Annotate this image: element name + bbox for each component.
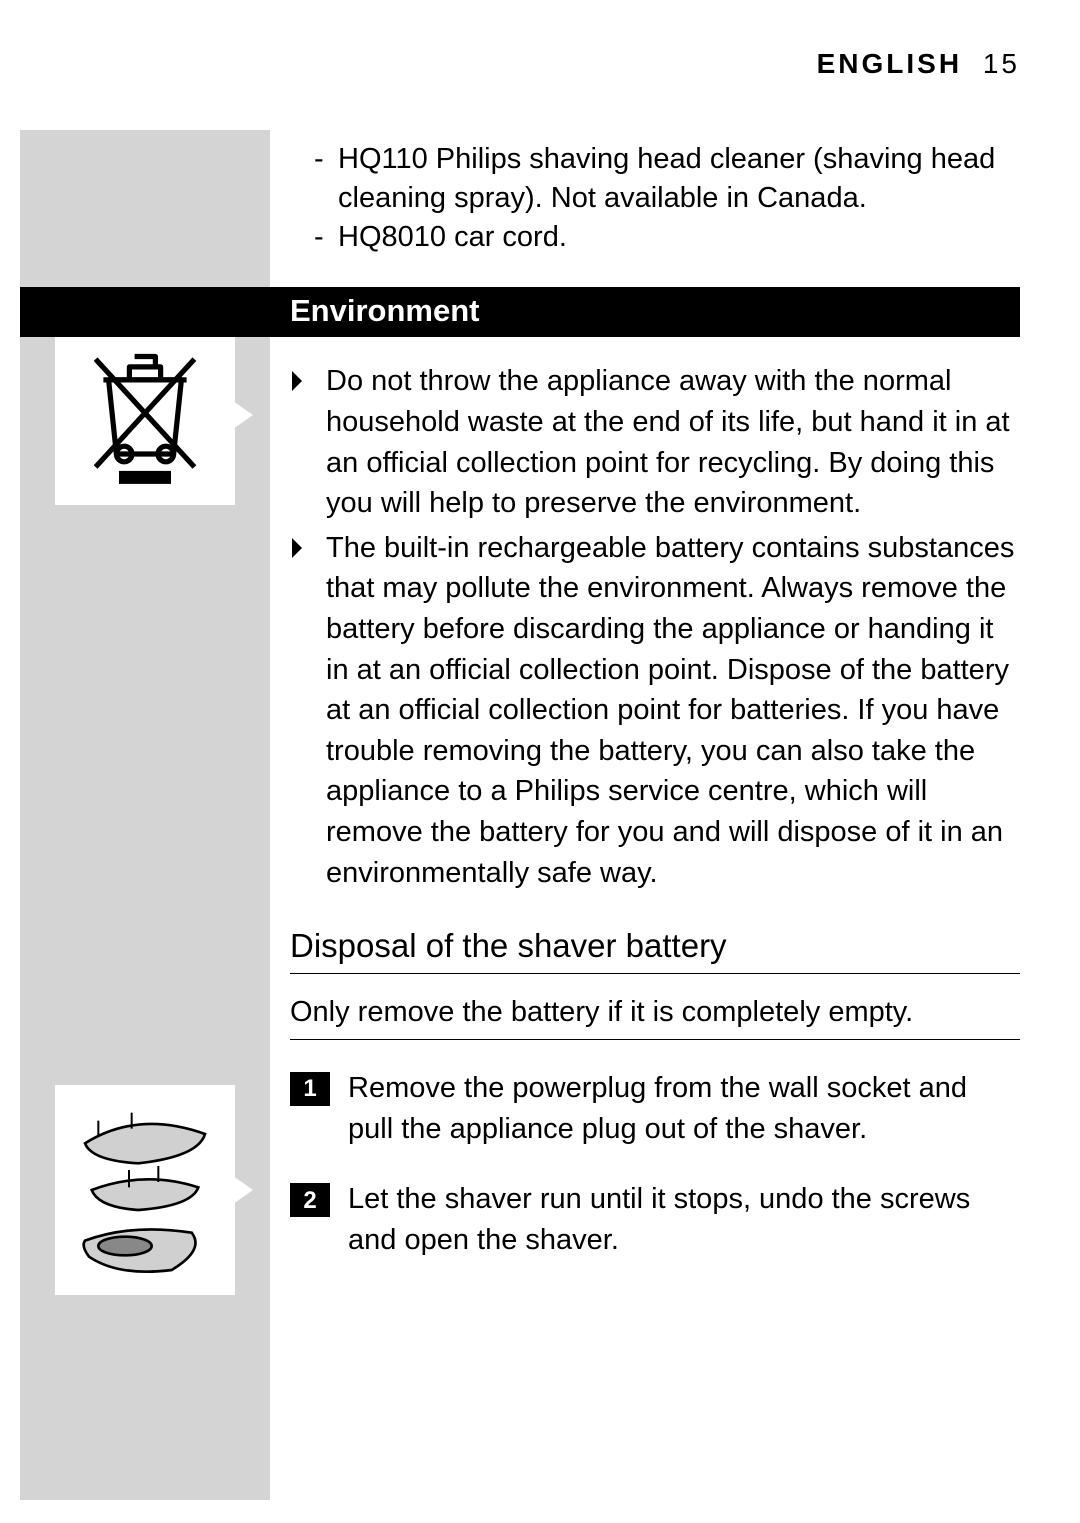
list-item-text: HQ8010 car cord. — [338, 218, 567, 257]
step-number-box: 2 — [290, 1183, 330, 1217]
list-item-text: HQ110 Philips shaving head cleaner (shav… — [338, 140, 1020, 218]
step-text: Remove the powerplug from the wall socke… — [348, 1068, 1020, 1149]
crossed-bin-icon — [80, 340, 210, 490]
arrow-icon — [290, 528, 326, 893]
step-item: 1 Remove the powerplug from the wall soc… — [290, 1068, 1020, 1149]
step-item: 2 Let the shaver run until it stops, und… — [290, 1179, 1020, 1260]
dash-marker: - — [314, 218, 338, 257]
bullet-text: Do not throw the appliance away with the… — [326, 361, 1020, 523]
warning-note: Only remove the battery if it is complet… — [290, 996, 1020, 1040]
weee-bin-figure — [55, 325, 235, 505]
section-title: Environment — [290, 293, 479, 328]
language-label: ENGLISH — [817, 48, 962, 79]
arrow-icon — [290, 361, 326, 523]
sub-heading: Disposal of the shaver battery — [290, 927, 1020, 974]
list-item: - HQ110 Philips shaving head cleaner (sh… — [314, 140, 1020, 218]
environment-bullet-list: Do not throw the appliance away with the… — [290, 361, 1020, 893]
step-number-box: 1 — [290, 1072, 330, 1106]
dash-marker: - — [314, 140, 338, 218]
bullet-item: The built-in rechargeable battery contai… — [290, 528, 1020, 893]
page-number: 15 — [983, 48, 1020, 79]
page-header: ENGLISH 15 — [817, 48, 1020, 80]
shaver-disassembly-figure — [55, 1085, 235, 1295]
shaver-exploded-icon — [65, 1095, 225, 1285]
bullet-text: The built-in rechargeable battery contai… — [326, 528, 1020, 893]
list-item: - HQ8010 car cord. — [314, 218, 1020, 257]
section-heading-bar: Environment — [20, 287, 1020, 337]
accessories-list: - HQ110 Philips shaving head cleaner (sh… — [314, 140, 1020, 257]
numbered-steps: 1 Remove the powerplug from the wall soc… — [290, 1068, 1020, 1260]
bullet-item: Do not throw the appliance away with the… — [290, 361, 1020, 523]
step-text: Let the shaver run until it stops, undo … — [348, 1179, 1020, 1260]
content-column: - HQ110 Philips shaving head cleaner (sh… — [290, 140, 1020, 1291]
